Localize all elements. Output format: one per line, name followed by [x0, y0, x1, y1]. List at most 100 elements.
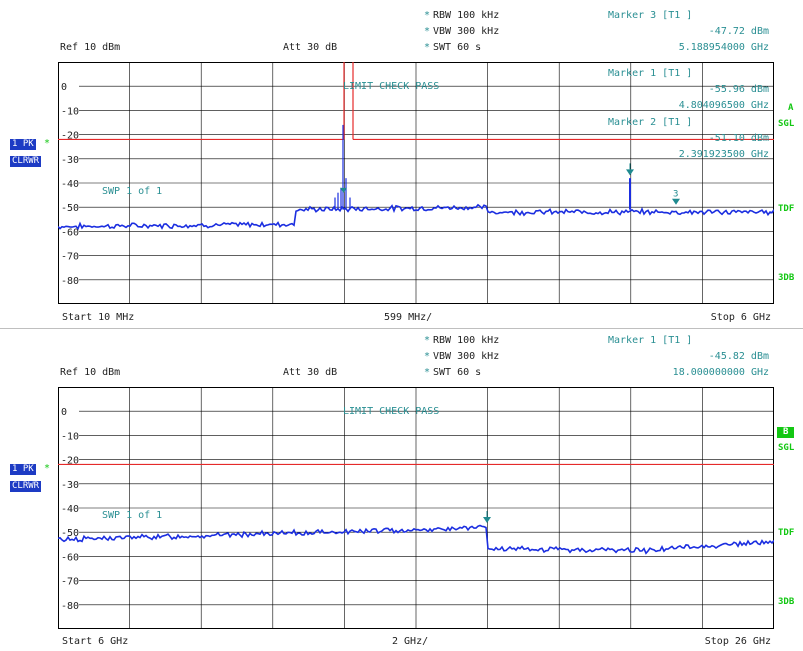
top-trace-mode-badge: CLRWR — [10, 156, 42, 167]
bottom-spectrum-plot: 0 -10 -20 -30 -40 -50 -60 -70 -80 — [58, 387, 774, 629]
bottom-vbw: VBW 300 kHz — [433, 351, 500, 362]
panel-divider — [0, 328, 803, 329]
bottom-trace — [58, 524, 774, 555]
top-ytick-bg — [59, 128, 79, 140]
bottom-sweep-count: SWP 1 of 1 — [102, 510, 163, 521]
marker-3-icon — [672, 198, 680, 205]
top-ytick-label: -10 — [61, 106, 79, 117]
bot-ytick-bg — [59, 405, 79, 417]
bottom-marker-title: Marker 1 [T1 ] — [608, 335, 693, 346]
bot-ytick-label: -80 — [61, 601, 79, 612]
bot-ytick-bg — [59, 429, 79, 441]
top-swt: SWT 60 s — [433, 42, 482, 53]
bottom-marker-freq: 18.000000000 GHz — [672, 367, 769, 378]
top-marker1-level: -55.96 dBm — [708, 84, 769, 95]
bottom-stop-freq: Stop 26 GHz — [704, 636, 771, 647]
top-channel-label: A — [788, 103, 794, 113]
bot-ytick-label: -20 — [61, 456, 79, 467]
top-trace-detector-badge: 1 PK — [10, 139, 36, 150]
top-ytick-label: -20 — [61, 131, 79, 142]
bottom-vbw-star: * — [424, 351, 431, 362]
top-limit-check: LIMIT CHECK PASS — [343, 81, 440, 92]
bottom-limit-check: LIMIT CHECK PASS — [343, 406, 440, 417]
top-spikes — [334, 124, 631, 210]
top-ytick-label: -80 — [61, 276, 79, 287]
bot-ytick-bg — [59, 550, 79, 562]
bot-ytick-label: -60 — [61, 552, 79, 563]
bottom-markers — [483, 511, 491, 524]
top-vbw-star: * — [424, 26, 431, 37]
top-markers: 3 — [340, 163, 680, 205]
bottom-grid — [58, 387, 774, 629]
top-start-freq: Start 10 MHz — [62, 312, 135, 323]
top-marker1-title: Marker 1 [T1 ] — [608, 68, 693, 79]
bot-ytick-label: 0 — [61, 407, 67, 418]
bot-ytick-bg — [59, 477, 79, 489]
top-stop-freq: Stop 6 GHz — [710, 312, 771, 323]
bot-ytick-bg — [59, 574, 79, 586]
bot-ytick-label: -10 — [61, 431, 79, 442]
bot-ytick-bg — [59, 598, 79, 610]
top-ytick-label: -40 — [61, 179, 79, 190]
top-marker-level: -47.72 dBm — [708, 26, 769, 37]
top-badge-star: * — [44, 138, 51, 149]
bottom-swt: SWT 60 s — [433, 367, 482, 378]
bot-ytick-bg — [59, 526, 79, 538]
top-ref-level: Ref 10 dBm — [60, 42, 121, 53]
top-ytick-label: -60 — [61, 227, 79, 238]
top-ytick-label: -50 — [61, 203, 79, 214]
marker-3-label: 3 — [673, 190, 678, 200]
bottom-start-freq: Start 6 GHz — [62, 636, 129, 647]
top-freq-per-div: 599 MHz/ — [384, 312, 433, 323]
top-marker2-freq: 2.391923500 GHz — [678, 149, 769, 160]
top-trace — [58, 203, 774, 231]
top-limit-lines — [58, 62, 774, 141]
top-ytick-bg — [59, 152, 79, 164]
bottom-rbw-star: * — [424, 335, 431, 346]
bottom-marker-1-icon — [483, 517, 491, 524]
bottom-sgl-label: SGL — [778, 443, 795, 453]
bottom-trace-mode-badge: CLRWR — [10, 481, 42, 492]
bot-ytick-label: -50 — [61, 528, 79, 539]
top-rbw-star: * — [424, 10, 431, 21]
top-marker1-freq: 4.804096500 GHz — [678, 100, 769, 111]
bot-ytick-label: -40 — [61, 504, 79, 515]
top-ytick-label: -30 — [61, 155, 79, 166]
top-ytick-bg — [59, 249, 79, 261]
bottom-freq-per-div: 2 GHz/ — [392, 636, 429, 647]
bot-ytick-label: -30 — [61, 480, 79, 491]
bottom-3db-label: 3DB — [778, 597, 795, 607]
bot-ytick-bg — [59, 453, 79, 465]
marker-1-icon — [626, 169, 634, 176]
marker-2-icon — [340, 187, 347, 193]
bottom-badge-star: * — [44, 463, 51, 474]
bottom-tdf-label: TDF — [778, 528, 795, 538]
top-ytick-bg — [59, 273, 79, 285]
top-grid — [58, 62, 774, 304]
top-sgl-label: SGL — [778, 119, 795, 129]
bottom-channel-label: B — [777, 427, 795, 438]
top-vbw: VBW 300 kHz — [433, 26, 500, 37]
top-3db-label: 3DB — [778, 273, 795, 283]
top-rbw: RBW 100 kHz — [433, 10, 500, 21]
bottom-y-ticks: 0 -10 -20 -30 -40 -50 -60 -70 -80 — [59, 405, 79, 612]
bot-ytick-label: -70 — [61, 577, 79, 588]
top-marker2-level: -51.10 dBm — [708, 133, 769, 144]
top-tdf-label: TDF — [778, 204, 795, 214]
top-attenuation: Att 30 dB — [283, 42, 338, 53]
top-ytick-bg — [59, 201, 79, 213]
bottom-trace-detector-badge: 1 PK — [10, 464, 36, 475]
bottom-ref-level: Ref 10 dBm — [60, 367, 121, 378]
bottom-rbw: RBW 100 kHz — [433, 335, 500, 346]
top-ytick-bg — [59, 104, 79, 116]
bottom-attenuation: Att 30 dB — [283, 367, 338, 378]
top-marker2-title: Marker 2 [T1 ] — [608, 117, 693, 128]
top-ytick-label: 0 — [61, 82, 67, 93]
bottom-marker-level: -45.82 dBm — [708, 351, 769, 362]
bottom-swt-star: * — [424, 367, 431, 378]
bot-ytick-bg — [59, 502, 79, 513]
top-ytick-bg — [59, 177, 79, 188]
top-ytick-label: -70 — [61, 252, 79, 263]
top-y-ticks: 0 -10 -20 -30 -40 -50 -60 -70 -80 — [59, 80, 79, 287]
top-swt-star: * — [424, 42, 431, 53]
